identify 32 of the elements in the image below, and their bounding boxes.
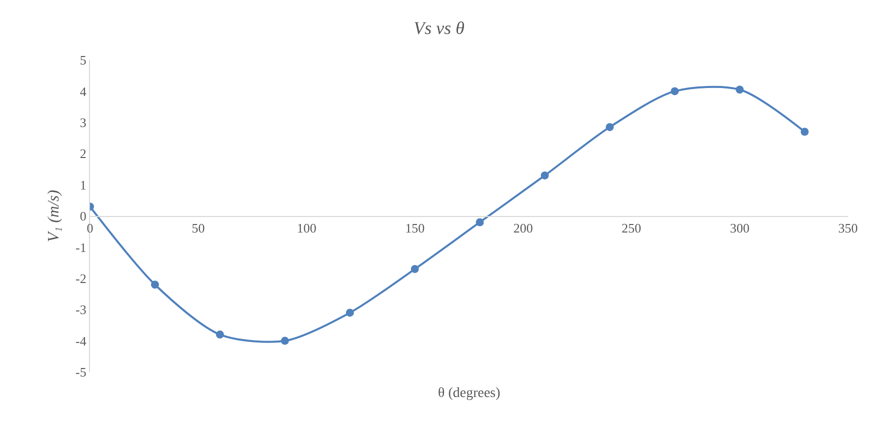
y-axis-title: V₁ (m/s) (45, 190, 62, 242)
point (540, 171, 549, 180)
point (606, 123, 614, 132)
x-tick-label: 250 (622, 220, 642, 236)
x-axis-title: θ (degrees) (438, 386, 501, 401)
chart-title: Vs vs θ (414, 18, 465, 38)
point (346, 308, 354, 317)
point (670, 87, 679, 96)
y-tick-label: -2 (76, 270, 86, 286)
point (280, 336, 289, 345)
x-tick-label: 100 (296, 220, 316, 236)
x-tick-label: 350 (838, 220, 858, 236)
y-tick-label: 3 (80, 114, 86, 130)
point (216, 330, 224, 339)
y-tick-label: 4 (80, 84, 87, 99)
point (150, 280, 159, 289)
y-tick-label: -5 (76, 364, 86, 380)
y-tick-label: 2 (80, 146, 86, 162)
x-tick-label: 50 (192, 220, 205, 236)
point (476, 218, 484, 226)
y-tick-label: -4 (76, 333, 87, 348)
y-tick-label: 5 (80, 52, 86, 68)
y-tick-label: -3 (76, 302, 86, 318)
point (736, 86, 744, 94)
y-tick-label: 0 (80, 208, 86, 224)
x-tick-label: 300 (730, 220, 750, 236)
point (800, 128, 809, 136)
x-tick-label: 200 (513, 220, 533, 236)
y-tick-label: -1 (76, 240, 86, 255)
y-tick-label: 1 (80, 177, 86, 192)
x-tick-label: 150 (405, 220, 425, 236)
point (410, 265, 419, 274)
